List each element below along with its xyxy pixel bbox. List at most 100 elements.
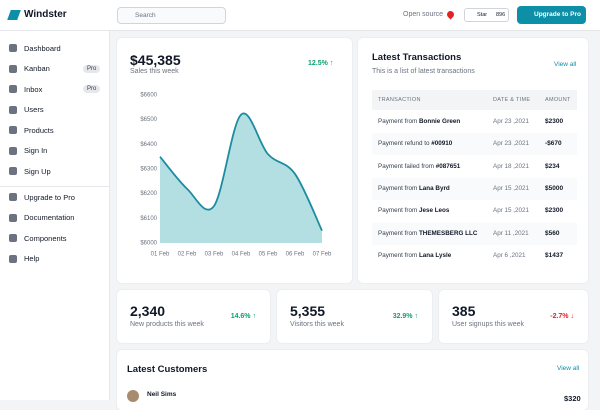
nav-label: Users: [24, 105, 44, 114]
nav-item[interactable]: Sign Up: [9, 165, 109, 177]
transaction-amount: $5000: [545, 184, 564, 192]
transaction-text: Payment from: [378, 118, 418, 125]
transaction-date: Apr 11 ,2021: [493, 229, 529, 237]
transaction-party: Lana Lysle: [418, 251, 452, 259]
stat-value: 5,355: [290, 303, 326, 319]
column-header: TRANSACTION: [378, 97, 421, 103]
nav-icon: [9, 44, 17, 52]
nav-item[interactable]: Dashboard: [9, 42, 109, 54]
logo: [7, 10, 21, 20]
open-source[interactable]: Open source: [403, 11, 444, 18]
y-tick-label: $6000: [140, 241, 157, 247]
customers-title: Latest Customers: [127, 364, 208, 375]
stat-change: 32.9% ↑: [393, 313, 418, 320]
sales-chart: $6000 $6100 $6200 $6300 $6400 $6500 $6600 01 Fe…: [140, 93, 332, 258]
nav-label: Products: [24, 125, 54, 135]
nav-label: Help: [24, 254, 40, 263]
upgrade-button[interactable]: Upgrade to Pro: [517, 6, 586, 24]
nav-label: Kanban: [24, 64, 50, 73]
transaction-text: Payment refund to: [378, 140, 430, 148]
star-button[interactable]: Star 896: [464, 8, 509, 22]
nav-icon: [9, 254, 17, 263]
x-tick-label: 07 Feb: [313, 252, 332, 258]
transactions-card: Latest Transactions This is a list of la…: [358, 38, 588, 283]
avatar: [127, 390, 139, 402]
transaction-date: Apr 15 ,2021: [493, 207, 530, 215]
sales-change-text: 12.5%: [308, 60, 328, 67]
arrow-icon: ↑: [250, 313, 256, 320]
stat-caption: Visitors this week: [290, 321, 344, 328]
nav-badge: Pro: [83, 85, 101, 93]
stat-card: 2,340 New products this week 14.6% ↑: [117, 290, 270, 343]
x-tick-label: 03 Feb: [205, 252, 224, 258]
nav-label: Sign Up: [24, 166, 51, 176]
transaction-party: #087651: [435, 162, 461, 170]
column-header: DATE & TIME: [493, 97, 531, 103]
transaction-cell: Payment failed from #087651: [378, 163, 460, 170]
transaction-text: Payment from: [378, 207, 418, 215]
nav-item[interactable]: Components: [9, 232, 109, 244]
nav-item[interactable]: Kanban Pro: [9, 63, 109, 75]
transaction-amount: $2300: [545, 118, 564, 125]
x-tick-label: 05 Feb: [259, 252, 278, 258]
sidebar: Dashboard Kanban Pro Inbox Pro Users Products S…: [0, 31, 110, 400]
transaction-date: Apr 23 ,2021: [493, 140, 530, 148]
transaction-date: Apr 15 ,2021: [493, 184, 530, 192]
stat-card: 5,355 Visitors this week 32.9% ↑: [277, 290, 432, 343]
nav-icon: [9, 234, 17, 242]
transaction-cell: Payment from Jese Leos: [378, 207, 449, 214]
transaction-party: Jese Leos: [418, 207, 450, 215]
nav-item[interactable]: Upgrade to Pro: [9, 191, 109, 203]
stat-change-text: 32.9%: [392, 313, 413, 320]
upgrade-label: Upgrade to Pro: [534, 11, 581, 18]
row-bg: [372, 222, 577, 245]
nav-item[interactable]: Help: [9, 253, 109, 265]
view-all[interactable]: View all: [557, 365, 580, 372]
view-all[interactable]: View all: [554, 61, 577, 68]
brand: Windster: [24, 9, 67, 20]
transaction-text: Payment from: [378, 251, 418, 259]
transaction-date: Apr 6 ,2021: [493, 251, 526, 259]
sales-caption: Sales this week: [130, 68, 179, 75]
customers-card: Latest Customers View all Neil Sims $320: [117, 350, 588, 410]
row-bg: [372, 133, 577, 156]
y-tick-label: $6100: [140, 216, 157, 222]
star-label: Star: [477, 12, 488, 18]
nav-item[interactable]: Documentation: [9, 212, 109, 224]
transaction-cell: Payment from THEMESBERG LLC: [378, 230, 477, 237]
stat-caption: User signups this week: [452, 321, 524, 328]
nav-icon: [9, 193, 17, 201]
search-box[interactable]: Search: [117, 7, 226, 24]
transaction-party: Lana Byrd: [418, 184, 450, 192]
stat-change-text: 14.6%: [230, 313, 251, 320]
transaction-amount: $560: [545, 229, 560, 237]
transaction-party: THEMESBERG LLC: [418, 229, 478, 237]
sales-amount: $45,385: [130, 52, 181, 68]
sales-card: $45,385 Sales this week 12.5% ↑ $6000 $61…: [117, 38, 352, 283]
y-tick-label: $6400: [140, 142, 157, 148]
nav-item[interactable]: Sign In: [9, 145, 109, 157]
nav-item[interactable]: Products: [9, 124, 109, 136]
transaction-amount: $2300: [545, 207, 564, 215]
transaction-date: Apr 23 ,2021: [493, 118, 530, 125]
nav-icon: [9, 126, 17, 134]
transactions-subtitle: This is a list of latest transactions: [372, 68, 475, 75]
nav-icon: [9, 167, 17, 175]
transaction-amount: $1437: [545, 251, 564, 259]
nav-icon: [9, 213, 17, 222]
nav-icon: [9, 85, 17, 93]
transaction-text: Payment failed from: [378, 162, 434, 170]
nav-label: Inbox: [24, 84, 43, 94]
stat-change: 14.6% ↑: [231, 313, 256, 320]
transaction-text: Payment from: [378, 229, 418, 237]
nav-icon: [9, 146, 17, 155]
table-header: [372, 90, 577, 110]
nav-item[interactable]: Users: [9, 104, 109, 116]
stat-change: -2.7% ↓: [550, 313, 574, 320]
nav-item[interactable]: Inbox Pro: [9, 83, 109, 95]
y-tick-label: $6200: [140, 191, 157, 197]
y-tick-label: $6600: [140, 93, 157, 99]
stat-value: 2,340: [130, 303, 166, 319]
nav-label: Sign In: [24, 146, 48, 155]
